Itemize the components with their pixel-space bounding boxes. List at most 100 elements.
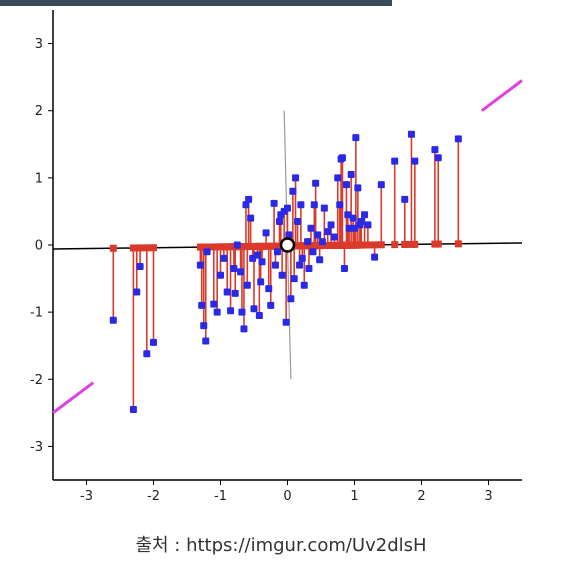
data-point-93 [434,154,442,162]
mean-marker [279,237,296,253]
data-point-46 [285,231,293,239]
data-point-17 [227,307,235,315]
y-tick-label: 2 [35,104,43,119]
data-point-48 [289,187,297,195]
data-point-4 [136,262,144,270]
x-tick-label: 2 [417,489,425,504]
data-point-54 [298,254,306,262]
data-point-38 [271,261,279,269]
y-tick-label: 0 [35,239,43,254]
data-point-27 [247,214,255,222]
projected-point-87 [377,241,385,249]
data-point-34 [262,229,270,237]
projected-point-93 [434,240,442,248]
data-point-3 [133,288,141,296]
data-point-8 [198,301,206,309]
data-point-20 [233,241,241,249]
data-point-83 [357,218,365,225]
projected-point-86 [371,241,379,249]
data-point-22 [238,308,246,316]
projected-point-5 [143,244,151,252]
projected-point-91 [411,240,419,248]
data-point-63 [316,256,324,264]
data-point-18 [230,265,238,272]
x-tick-label: -3 [80,489,93,504]
top-strip [0,0,392,6]
data-point-6 [150,338,157,346]
data-point-79 [351,224,358,232]
data-point-14 [217,271,224,279]
data-point-24 [242,201,250,209]
data-point-75 [344,211,352,219]
data-point-29 [250,305,258,313]
data-point-1 [109,316,117,324]
data-point-9 [200,322,208,330]
data-point-70 [336,201,344,209]
projected-point-89 [401,240,409,248]
data-point-86 [371,253,379,261]
projected-point-85 [364,241,372,249]
x-tick-label: -1 [214,489,227,504]
data-point-7 [196,261,204,269]
data-point-47 [287,295,295,303]
data-point-30 [253,251,261,259]
direction-segment-1 [52,381,95,415]
data-point-49 [290,275,298,283]
data-point-59 [309,248,317,256]
data-point-23 [240,325,248,333]
data-point-39 [273,248,281,256]
data-point-45 [284,204,291,212]
data-point-94 [454,135,462,143]
projected-point-1 [109,244,117,252]
data-point-60 [310,201,318,209]
data-point-35 [265,285,273,293]
data-point-89 [401,195,409,203]
data-point-2 [129,406,137,413]
data-point-37 [270,199,278,207]
data-point-31 [255,312,263,319]
data-point-87 [377,181,385,189]
data-point-19 [231,289,239,297]
data-point-40 [275,218,283,225]
x-tick-label: -2 [147,489,160,504]
data-point-76 [345,224,353,232]
y-tick-label: -3 [30,440,43,455]
data-point-50 [292,174,300,182]
projected-point-94 [454,240,462,248]
data-point-90 [407,130,415,138]
data-point-69 [334,174,342,182]
projected-point-88 [391,241,399,249]
data-point-10 [202,337,210,345]
y-tick-label: 1 [35,171,43,186]
data-point-62 [314,231,322,239]
data-point-55 [300,281,308,289]
data-point-92 [431,146,439,154]
data-point-44 [282,318,290,326]
x-tick-label: 3 [484,489,492,504]
data-point-58 [307,224,315,232]
data-point-65 [320,204,328,212]
data-point-13 [213,308,221,316]
data-point-52 [296,261,304,269]
projected-point-11 [203,243,211,251]
data-point-21 [237,268,245,276]
data-point-91 [411,157,419,165]
data-point-61 [312,179,320,187]
data-point-5 [143,350,151,358]
data-point-32 [257,278,265,286]
direction-segment-2 [480,79,523,112]
data-point-84 [361,211,369,219]
y-tick-label: -2 [30,373,43,388]
data-point-36 [267,301,275,309]
data-point-72 [338,154,346,162]
x-tick-label: 0 [283,489,291,504]
data-point-25 [243,281,251,289]
data-point-81 [354,184,362,192]
data-point-77 [347,171,355,178]
data-point-57 [305,265,313,272]
data-point-53 [297,201,305,209]
y-tick-label: -1 [30,306,43,321]
data-point-15 [220,254,228,262]
data-point-64 [318,238,326,246]
